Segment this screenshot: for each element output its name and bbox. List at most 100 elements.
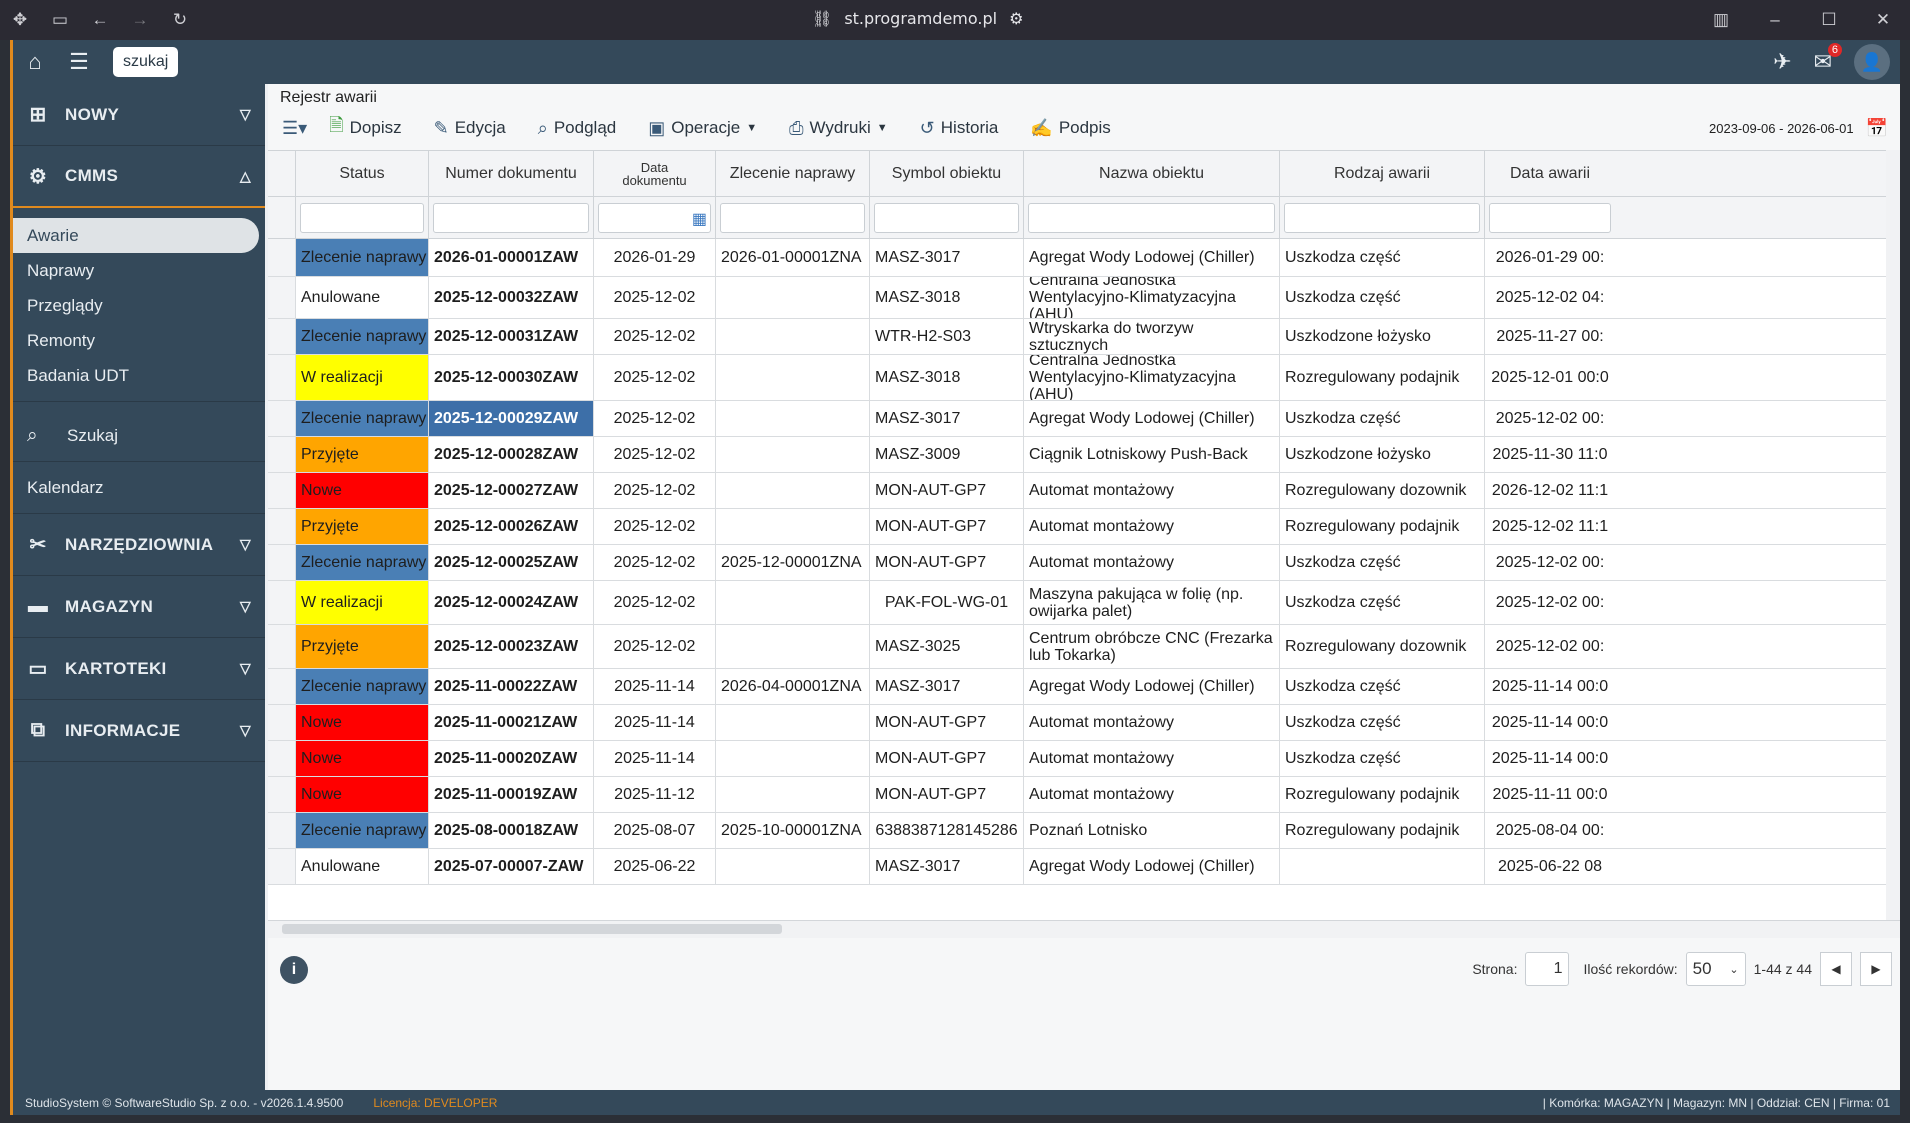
cell-status[interactable]: Zlecenie naprawy	[296, 239, 429, 276]
sidebar-group-informacje[interactable]: ⧉ INFORMACJE ▽	[13, 700, 265, 762]
cell-status[interactable]: Zlecenie naprawy	[296, 319, 429, 354]
cell-zlecenie[interactable]	[716, 437, 870, 472]
table-row[interactable]: Nowe 2025-11-00019ZAW 2025-11-12 MON-AUT-GP…	[268, 777, 1900, 813]
table-row[interactable]: Zlecenie naprawy 2025-12-00031ZAW 2025-12-…	[268, 319, 1900, 355]
cell-symbol[interactable]: MASZ-3017	[870, 239, 1024, 276]
cell-symbol[interactable]: MON-AUT-GP7	[870, 509, 1024, 544]
wydruki-button[interactable]: ⎙ Wydruki ▼	[789, 118, 888, 139]
cell-rodzaj[interactable]: Uszkodza część	[1280, 581, 1485, 624]
cell-nazwa[interactable]: Automat montażowy	[1024, 741, 1280, 776]
next-page-button[interactable]: ▶	[1860, 952, 1892, 986]
cell-numer[interactable]: 2025-08-00018ZAW	[429, 813, 594, 848]
cell-data-awarii[interactable]: 2026-12-02 11:1	[1491, 481, 1609, 499]
cell-rodzaj[interactable]: Rozregulowany podajnik	[1280, 355, 1485, 400]
cell-numer[interactable]: 2025-11-00021ZAW	[429, 705, 594, 740]
cell-rodzaj[interactable]: Rozregulowany dozownik	[1280, 625, 1485, 668]
cell-data-awarii[interactable]: 2025-11-14 00:0	[1491, 713, 1609, 731]
cell-rodzaj[interactable]	[1280, 849, 1485, 884]
cell-zlecenie[interactable]: 2025-10-00001ZNA	[716, 813, 870, 848]
filter-data-dokumentu[interactable]: ▦	[594, 197, 716, 238]
cell-rodzaj[interactable]: Uszkodzone łożysko	[1280, 319, 1485, 354]
dopisz-button[interactable]: 🗎 Dopisz	[329, 113, 401, 143]
cell-numer[interactable]: 2026-01-00001ZAW	[429, 239, 594, 276]
cell-symbol[interactable]: MASZ-3025	[870, 625, 1024, 668]
cell-symbol[interactable]: MON-AUT-GP7	[870, 545, 1024, 580]
filter-nazwa[interactable]	[1024, 197, 1280, 238]
cell-zlecenie[interactable]	[716, 319, 870, 354]
cell-data-awarii[interactable]: 2025-12-02 00:	[1495, 553, 1605, 571]
cell-symbol[interactable]: MON-AUT-GP7	[870, 473, 1024, 508]
cell-zlecenie[interactable]	[716, 705, 870, 740]
table-row[interactable]: Anulowane 2025-07-00007-ZAW 2025-06-22 MASZ…	[268, 849, 1900, 885]
cell-rodzaj[interactable]: Uszkodza część	[1280, 545, 1485, 580]
column-header-rodzaj[interactable]: Rodzaj awarii	[1280, 151, 1485, 196]
calendar-icon[interactable]: ▦	[691, 211, 707, 228]
cell-data-awarii[interactable]: 2025-11-14 00:0	[1491, 749, 1609, 767]
cell-status[interactable]: Anulowane	[296, 277, 429, 318]
cell-rodzaj[interactable]: Uszkodza część	[1280, 669, 1485, 704]
table-row[interactable]: Zlecenie naprawy 2025-12-00029ZAW 2025-12-…	[268, 401, 1900, 437]
reload-icon[interactable]: ↻	[172, 10, 188, 29]
site-settings-icon[interactable]: ⚙	[1009, 9, 1024, 28]
cell-status[interactable]: Przyjęte	[296, 625, 429, 668]
filter-input[interactable]	[300, 202, 424, 233]
cell-nazwa[interactable]: Agregat Wody Lodowej (Chiller)	[1024, 239, 1280, 276]
filter-input[interactable]	[433, 202, 589, 233]
vertical-scrollbar[interactable]	[1886, 150, 1900, 920]
row-selector[interactable]	[268, 741, 296, 776]
sidebar-group-nowy[interactable]: ⊞ NOWY ▽	[13, 84, 265, 146]
cell-data-dokumentu[interactable]: 2025-12-02	[594, 277, 716, 318]
cell-status[interactable]: Przyjęte	[296, 437, 429, 472]
cell-nazwa[interactable]: Centrum obróbcze CNC (Frezarka lub Tokar…	[1024, 625, 1280, 668]
cell-data-awarii[interactable]: 2025-12-01 00:0	[1491, 368, 1609, 386]
cell-data-dokumentu[interactable]: 2025-06-22	[594, 849, 716, 884]
podglad-button[interactable]: ⌕ Podgląd	[538, 118, 616, 139]
table-row[interactable]: Przyjęte 2025-12-00023ZAW 2025-12-02 MASZ-3…	[268, 625, 1900, 669]
scrollbar-thumb[interactable]	[282, 924, 782, 934]
cell-nazwa[interactable]: Automat montażowy	[1024, 473, 1280, 508]
row-selector[interactable]	[268, 777, 296, 812]
sidebar-item-szukaj[interactable]: ⌕ Szukaj	[13, 410, 265, 462]
cell-status[interactable]: Zlecenie naprawy	[296, 813, 429, 848]
cell-numer[interactable]: 2025-12-00030ZAW	[429, 355, 594, 400]
column-header-data-dokumentu[interactable]: Data dokumentu	[594, 151, 716, 196]
cell-data-awarii[interactable]: 2025-08-04 00:	[1495, 821, 1605, 839]
cell-data-awarii[interactable]: 2025-12-02 04:	[1495, 288, 1605, 306]
cell-numer[interactable]: 2025-11-00022ZAW	[429, 669, 594, 704]
row-selector[interactable]	[268, 401, 296, 436]
table-row[interactable]: Przyjęte 2025-12-00028ZAW 2025-12-02 MASZ-3…	[268, 437, 1900, 473]
cell-zlecenie[interactable]	[716, 473, 870, 508]
sidebar-item-przeglady[interactable]: Przeglądy	[27, 295, 103, 315]
sidebar-toggle-icon[interactable]: ▭	[51, 10, 69, 29]
cell-symbol[interactable]: MASZ-3017	[870, 669, 1024, 704]
plane-icon[interactable]: ✈	[1773, 49, 1792, 74]
browser-logo-icon[interactable]: ✥	[12, 10, 28, 29]
cell-numer[interactable]: 2025-12-00025ZAW	[429, 545, 594, 580]
cell-numer[interactable]: 2025-12-00026ZAW	[429, 509, 594, 544]
table-row[interactable]: W realizacji 2025-12-00030ZAW 2025-12-02 MA…	[268, 355, 1900, 401]
cell-status[interactable]: Anulowane	[296, 849, 429, 884]
calendar-icon[interactable]: 📅	[1865, 118, 1888, 138]
row-selector[interactable]	[268, 849, 296, 884]
table-row[interactable]: W realizacji 2025-12-00024ZAW 2025-12-02 PA…	[268, 581, 1900, 625]
cell-zlecenie[interactable]	[716, 581, 870, 624]
table-row[interactable]: Nowe 2025-12-00027ZAW 2025-12-02 MON-AUT-GP…	[268, 473, 1900, 509]
cell-symbol[interactable]: MASZ-3018	[870, 277, 1024, 318]
cell-data-dokumentu[interactable]: 2025-11-14	[594, 669, 716, 704]
cell-symbol[interactable]: MON-AUT-GP7	[870, 741, 1024, 776]
row-selector[interactable]	[268, 581, 296, 624]
cell-rodzaj[interactable]: Uszkodza część	[1280, 239, 1485, 276]
cell-nazwa[interactable]: Automat montażowy	[1024, 509, 1280, 544]
cell-nazwa[interactable]: Automat montażowy	[1024, 705, 1280, 740]
sidebar-group-magazyn[interactable]: ▬ MAGAZYN ▽	[13, 576, 265, 638]
cell-zlecenie[interactable]	[716, 277, 870, 318]
cell-data-awarii[interactable]: 2025-11-14 00:0	[1491, 677, 1609, 695]
cell-data-awarii[interactable]: 2025-06-22 08	[1497, 857, 1603, 875]
cell-data-dokumentu[interactable]: 2025-11-14	[594, 705, 716, 740]
filter-rodzaj[interactable]	[1280, 197, 1485, 238]
cell-symbol[interactable]: 6388387128145286	[870, 813, 1024, 848]
cell-numer[interactable]: 2025-12-00031ZAW	[429, 319, 594, 354]
cell-data-awarii[interactable]: 2025-12-02 00:	[1495, 409, 1605, 427]
row-selector[interactable]	[268, 319, 296, 354]
cell-zlecenie[interactable]	[716, 849, 870, 884]
